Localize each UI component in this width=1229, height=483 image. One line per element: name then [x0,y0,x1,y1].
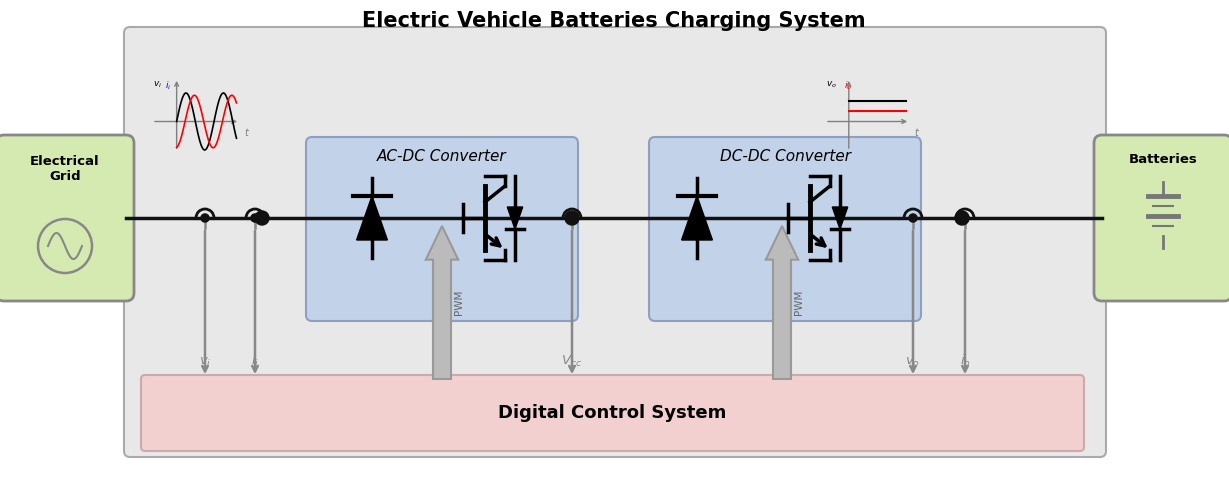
Text: $v_o$: $v_o$ [826,79,837,89]
FancyBboxPatch shape [1094,135,1229,301]
Text: $i_o$: $i_o$ [960,353,971,369]
Text: $i_i$: $i_i$ [165,79,171,91]
FancyBboxPatch shape [0,135,134,301]
Text: $v_i$: $v_i$ [152,79,162,89]
Text: Digital Control System: Digital Control System [498,404,726,422]
Text: $V_{cc}$: $V_{cc}$ [562,354,583,369]
FancyBboxPatch shape [141,375,1084,451]
FancyArrow shape [425,226,458,379]
Text: PWM: PWM [794,290,804,315]
Text: $i_o$: $i_o$ [844,79,852,91]
Polygon shape [508,207,522,229]
Text: AC-DC Converter: AC-DC Converter [377,149,506,164]
Polygon shape [356,196,387,240]
FancyArrow shape [766,226,798,379]
FancyBboxPatch shape [306,137,578,321]
Text: $t$: $t$ [914,126,921,138]
Polygon shape [682,196,713,240]
Circle shape [254,211,269,225]
Circle shape [251,214,259,222]
Circle shape [568,214,576,222]
FancyBboxPatch shape [124,27,1106,457]
Text: PWM: PWM [454,290,465,315]
Polygon shape [832,207,848,229]
Circle shape [565,211,579,225]
Circle shape [909,214,917,222]
Circle shape [961,214,968,222]
Text: $v_o$: $v_o$ [906,356,921,369]
Text: $v_i$: $v_i$ [199,356,211,369]
Circle shape [202,214,209,222]
Text: Electric Vehicle Batteries Charging System: Electric Vehicle Batteries Charging Syst… [363,11,865,31]
Text: Electrical
Grid: Electrical Grid [31,155,100,183]
Circle shape [955,211,968,225]
Text: Batteries: Batteries [1128,153,1197,166]
Text: $t$: $t$ [245,126,251,138]
Text: $i_i$: $i_i$ [251,353,259,369]
Text: DC-DC Converter: DC-DC Converter [719,149,850,164]
FancyBboxPatch shape [649,137,921,321]
